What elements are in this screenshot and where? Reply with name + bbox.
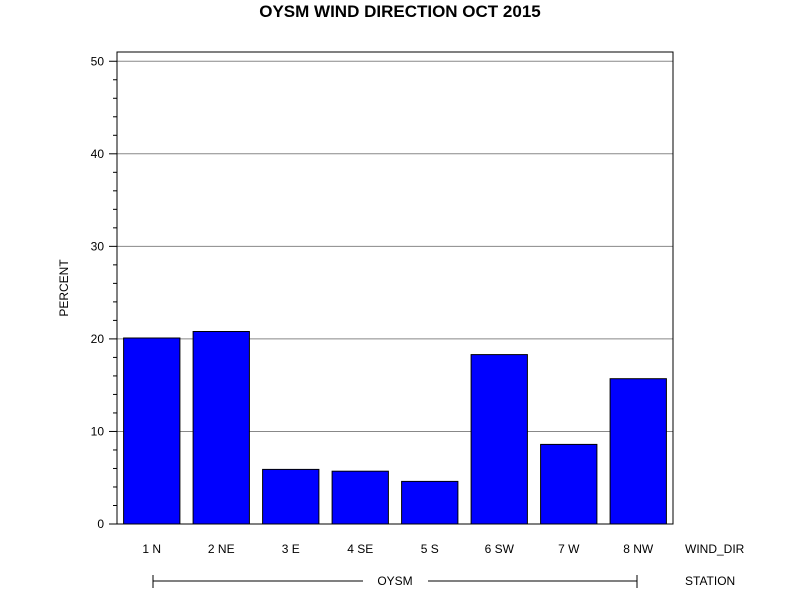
bar-2-ne	[192, 331, 250, 525]
y-tick-label: 50	[91, 54, 105, 68]
bars	[123, 331, 667, 525]
bar-3-e	[262, 468, 320, 525]
x-axis-labels: 1 N 2 NE 3 E 4 SE 5 S 6 SW 7 W 8 NW	[142, 542, 654, 556]
chart-title: OYSM WIND DIRECTION OCT 2015	[259, 2, 540, 21]
y-tick-label: 30	[91, 239, 105, 253]
bar-6-sw	[470, 354, 528, 525]
y-tick-label: 0	[97, 517, 104, 531]
category-axis-label: WIND_DIR	[685, 542, 745, 556]
x-tick-label: 1 N	[142, 542, 161, 556]
group-axis-label: STATION	[685, 574, 735, 588]
x-tick-label: 4 SE	[347, 542, 373, 556]
group-label: OYSM	[377, 574, 412, 588]
bar-4-se	[331, 470, 389, 525]
y-axis: 0 10 20 30 40 50	[91, 54, 117, 531]
x-tick-label: 7 W	[558, 542, 580, 556]
bar-7-w	[540, 443, 598, 525]
bar-1-n	[123, 337, 181, 525]
x-tick-label: 6 SW	[485, 542, 515, 556]
plot-frame	[116, 51, 674, 525]
y-tick-label: 20	[91, 332, 105, 346]
y-tick-label: 10	[91, 424, 105, 438]
x-tick-label: 2 NE	[208, 542, 235, 556]
x-tick-label: 8 NW	[623, 542, 654, 556]
y-axis-label: PERCENT	[57, 259, 71, 317]
group-bracket: OYSM	[152, 574, 638, 588]
x-tick-label: 5 S	[421, 542, 439, 556]
bar-5-s	[401, 480, 459, 525]
y-tick-label: 40	[91, 147, 105, 161]
x-tick-label: 3 E	[282, 542, 300, 556]
bar-8-nw	[609, 378, 667, 525]
